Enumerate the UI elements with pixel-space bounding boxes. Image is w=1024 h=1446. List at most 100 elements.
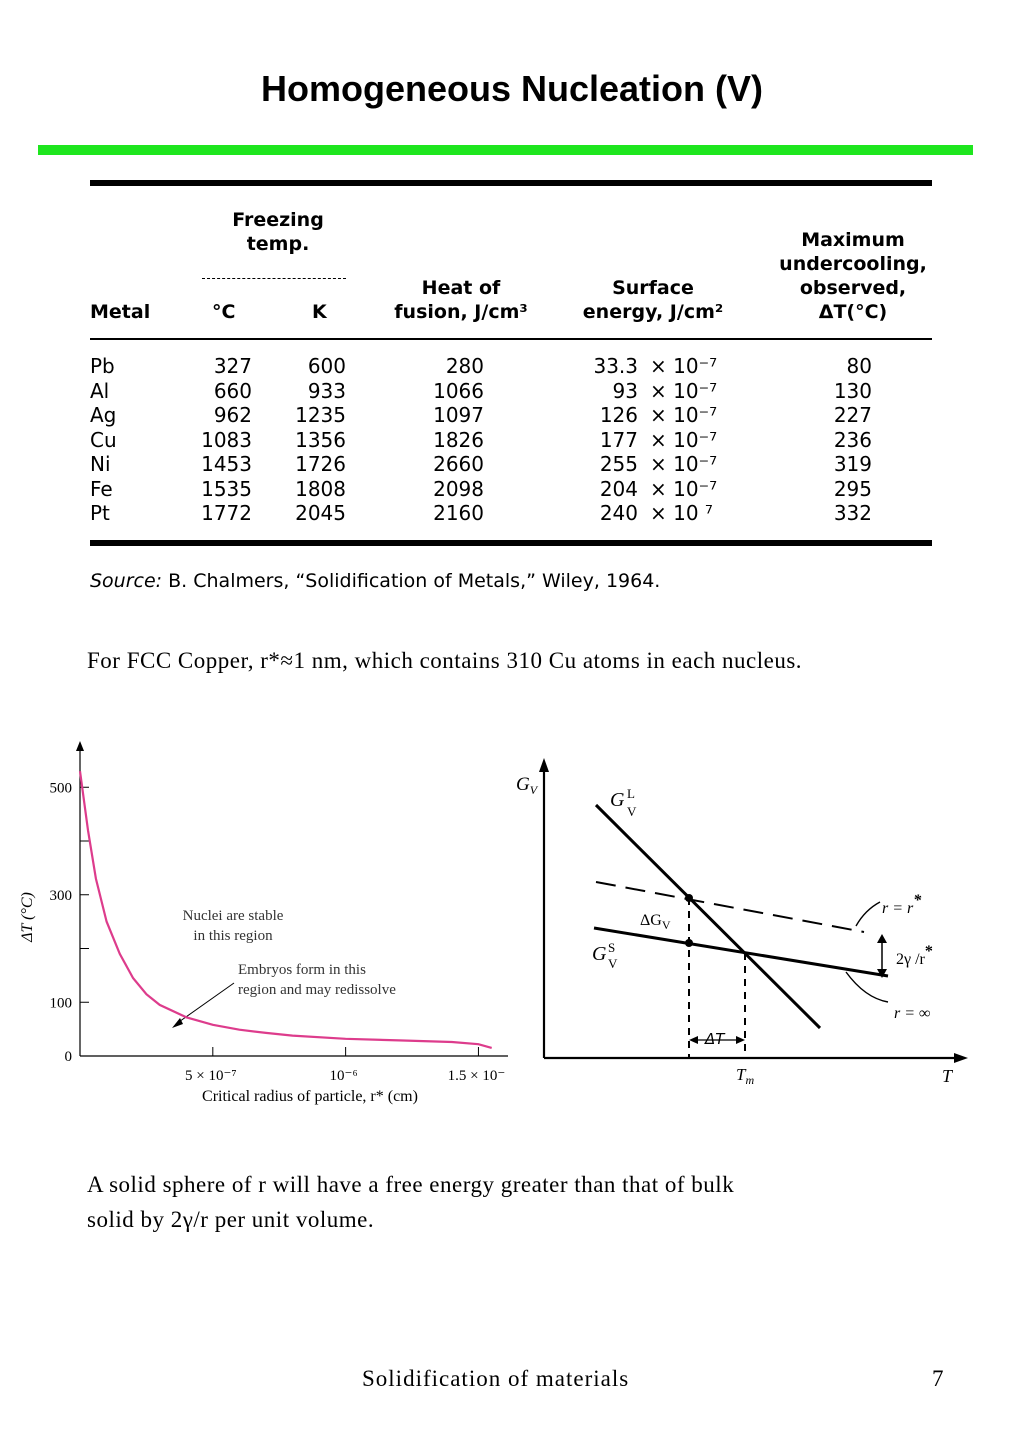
header-heat-line2: fusion, J/cm³ <box>394 301 528 323</box>
cell-k: 600 <box>307 354 346 378</box>
annotation-embryo-2: region and may redissolve <box>238 982 396 998</box>
t-axis-label: T <box>942 1066 954 1086</box>
header-undercool-line2: undercooling, <box>779 253 927 275</box>
two-gamma-label: 2γ /r* <box>896 943 933 968</box>
table-header-rule <box>90 338 932 340</box>
y-axis-label: ΔT (°C) <box>19 892 36 943</box>
cell-surface: 177 <box>599 427 638 452</box>
cell-dt: 80 <box>846 354 872 378</box>
source-text: B. Chalmers, “Solidification of Metals,”… <box>168 570 661 592</box>
tm-label: Tm <box>736 1065 754 1087</box>
cell-exp: × 10 ⁷ <box>650 501 713 525</box>
delta-t-arrow-left <box>689 1036 698 1044</box>
table-row: Al 660 933 1066 93 × 10⁻⁷ 130 <box>90 379 932 403</box>
r-inf-label: r = ∞ <box>894 1005 930 1022</box>
solid-line <box>593 926 889 978</box>
embryo-arrow-head <box>172 1018 183 1028</box>
r-inf-leader <box>845 971 889 1003</box>
table-source: Source: B. Chalmers, “Solidification of … <box>90 570 660 592</box>
footer-title: Solidification of materials <box>362 1366 630 1391</box>
annotation-embryo-1: Embryos form in this <box>238 962 366 978</box>
gl-label: G <box>610 789 625 811</box>
gl-sup: L <box>627 786 635 801</box>
x-axis-label: Critical radius of particle, r* (cm) <box>202 1088 418 1105</box>
slide-title: Homogeneous Nucleation (V) <box>260 68 764 109</box>
cell-k: 933 <box>307 378 346 403</box>
cell-dt: 130 <box>833 378 872 403</box>
table-row: Ag 962 1235 1097 126 × 10⁻⁷ 227 <box>90 403 932 427</box>
header-heat-of-fusion: Heat of fusion, J/cm³ <box>386 276 536 324</box>
header-undercool-line4: ΔT(°C) <box>818 301 888 323</box>
t-axis-arrow <box>954 1053 968 1063</box>
cell-metal: Ag <box>90 403 117 427</box>
y-tick-label: 0 <box>65 1049 73 1065</box>
cell-c: 1083 <box>201 427 252 452</box>
x-tick-label: 5 × 10⁻⁷ <box>185 1068 237 1084</box>
cell-k: 2045 <box>295 501 346 525</box>
y-tick-label: 500 <box>50 780 73 796</box>
cell-dt: 332 <box>833 501 872 525</box>
cell-exp: × 10⁻⁷ <box>650 378 718 403</box>
fcc-copper-note: For FCC Copper, r*≈1 nm, which contains … <box>87 648 803 673</box>
gv-axis-label: GV <box>516 774 539 797</box>
table-top-rule <box>90 180 932 186</box>
cell-k: 1235 <box>295 403 346 427</box>
header-freezing-temp: Freezing temp. <box>228 208 328 256</box>
freezing-temp-divider <box>202 278 346 279</box>
header-celsius: °C <box>212 301 236 323</box>
cell-surface: 93 <box>612 378 638 403</box>
cell-heat: 1826 <box>433 427 484 452</box>
delta-t-label: ΔT <box>704 1030 726 1048</box>
cell-heat: 1097 <box>433 403 484 427</box>
cell-dt: 295 <box>833 476 872 501</box>
cell-surface: 204 <box>599 476 638 501</box>
sphere-note-line2: solid by 2γ/r per unit volume. <box>87 1207 375 1232</box>
two-gamma-arrow-up <box>877 934 887 943</box>
cell-dt: 236 <box>833 427 872 452</box>
cell-dt: 227 <box>833 403 872 427</box>
gv-axis-arrow <box>539 758 549 772</box>
embryo-arrow-line <box>175 982 235 1025</box>
cell-surface: 126 <box>599 403 638 427</box>
cell-c: 1535 <box>201 476 252 501</box>
annotation-stable-1: Nuclei are stable <box>183 908 284 924</box>
cell-k: 1808 <box>295 476 346 501</box>
y-tick-label: 300 <box>50 888 73 904</box>
delta-g-label: ΔGV <box>640 912 671 932</box>
cell-metal: Fe <box>90 476 113 501</box>
source-label: Source: <box>90 570 163 592</box>
table-bottom-rule <box>90 540 932 546</box>
cell-exp: × 10⁻⁷ <box>650 476 718 501</box>
cell-c: 1453 <box>201 452 252 476</box>
table-row: Fe 1535 1808 2098 204 × 10⁻⁷ 295 <box>90 477 932 501</box>
table-row: Pb 327 600 280 33.3 × 10⁻⁷ 80 <box>90 354 932 378</box>
cell-metal: Pb <box>90 354 115 378</box>
cell-metal: Al <box>90 378 110 403</box>
cell-c: 1772 <box>201 501 252 525</box>
page-number: 7 <box>932 1366 945 1391</box>
cell-surface: 240 <box>599 501 638 525</box>
cell-c: 327 <box>213 354 252 378</box>
header-surface-line2: energy, J/cm² <box>582 301 724 323</box>
gs-label: G <box>592 943 607 965</box>
header-heat-line1: Heat of <box>421 277 501 299</box>
cell-k: 1726 <box>295 452 346 476</box>
header-surface-line1: Surface <box>612 277 694 299</box>
y-tick-label: 100 <box>50 995 73 1011</box>
r-star-label: r = r* <box>882 892 922 917</box>
solid-r-star-line <box>595 881 865 933</box>
cell-k: 1356 <box>295 427 346 452</box>
table-row: Cu 1083 1356 1826 177 × 10⁻⁷ 236 <box>90 428 932 452</box>
header-kelvin: K <box>312 301 327 323</box>
gs-sub: V <box>608 956 618 971</box>
cell-heat: 1066 <box>433 378 484 403</box>
cell-heat: 280 <box>445 354 484 378</box>
x-tick-label: 10⁻⁶ <box>330 1068 358 1084</box>
undercooling-curve <box>78 770 492 1049</box>
two-gamma-arrow-down <box>877 969 887 978</box>
y-axis-arrow <box>76 741 84 751</box>
table-row: Pt 1772 2045 2160 240 × 10 ⁷ 332 <box>90 501 932 525</box>
sphere-note-line1: A solid sphere of r will have a free ene… <box>87 1172 735 1197</box>
cell-surface: 33.3 <box>593 354 638 378</box>
